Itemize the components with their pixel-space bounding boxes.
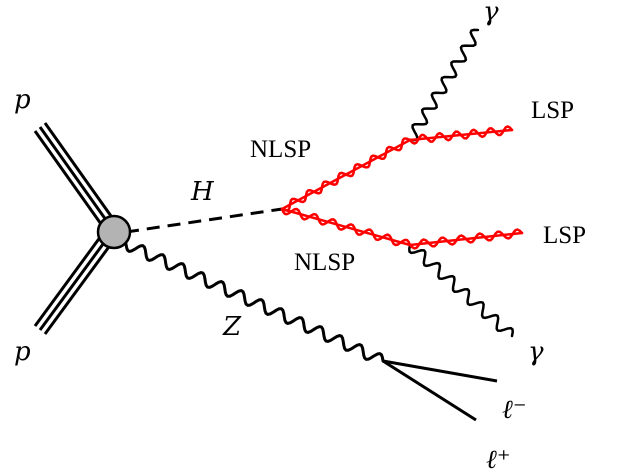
label-proton-top: p [14,85,31,115]
nlsp-lower-line [280,207,412,247]
proton-top-line [33,122,113,225]
label-photon-lower: γ [528,337,544,367]
proton-bottom-line [33,235,113,335]
lepton-minus-line [382,359,498,383]
production-vertex-blob [96,214,132,250]
label-proton-bottom: p [14,337,31,367]
label-z-boson: Z [222,312,242,342]
label-lsp-lower: LSP [543,222,586,249]
photon-lower-line [408,243,514,338]
higgs-propagator [125,207,283,234]
photon-upper-line [408,28,480,142]
label-nlsp-upper: NLSP [250,136,311,163]
lsp-upper-line [408,125,514,145]
label-lepton-plus: ℓ⁺ [486,445,511,475]
label-higgs: H [190,177,215,207]
nlsp-upper-line [280,137,412,212]
lsp-lower-line [408,228,524,250]
label-lepton-minus: ℓ⁻ [502,395,527,425]
label-nlsp-lower: NLSP [294,249,355,276]
lepton-plus-line [382,359,477,422]
z-boson-propagator [124,242,385,363]
label-photon-upper: γ [483,0,499,27]
label-lsp-upper: LSP [531,97,574,124]
